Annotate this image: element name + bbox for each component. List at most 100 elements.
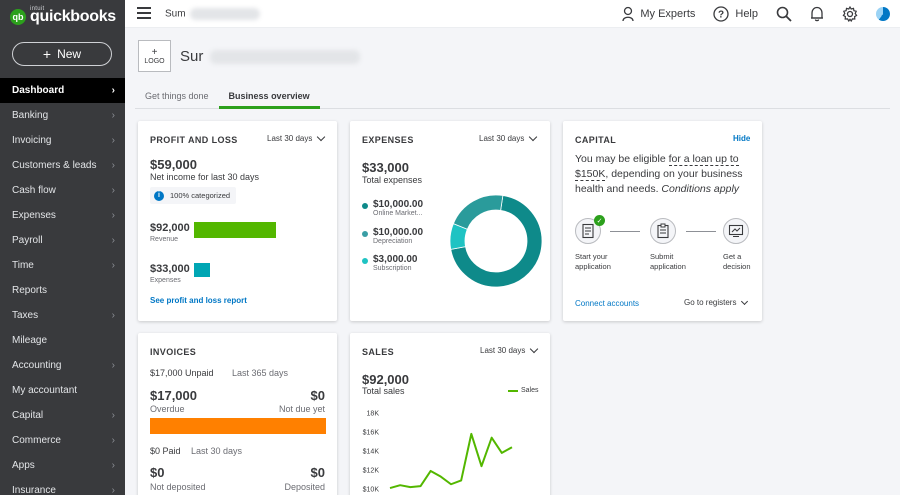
- notifications-button[interactable]: [810, 6, 824, 22]
- submit-application-step[interactable]: [650, 218, 676, 244]
- total-expenses-value: $33,000: [362, 160, 409, 175]
- overdue-bar[interactable]: [150, 418, 326, 434]
- search-button[interactable]: [776, 6, 792, 22]
- sidebar-item-label: Banking: [12, 110, 49, 121]
- sidebar-item-dashboard[interactable]: Dashboard ›: [0, 78, 125, 103]
- y-tick-label: $10K: [363, 487, 380, 494]
- redacted-text: [190, 8, 261, 20]
- period-label: Last 30 days: [267, 134, 313, 143]
- overdue-label: Overdue: [150, 404, 185, 414]
- sidebar-item-expenses[interactable]: Expenses ›: [0, 203, 125, 228]
- hide-link[interactable]: Hide: [733, 134, 751, 143]
- tab-get-things-done[interactable]: Get things done: [145, 91, 209, 101]
- step-label: Start your application: [575, 252, 611, 272]
- company-name: Sur: [180, 48, 360, 65]
- sidebar-item-commerce[interactable]: Commerce ›: [0, 428, 125, 453]
- get-decision-step[interactable]: [723, 218, 749, 244]
- sidebar-item-capital[interactable]: Capital ›: [0, 403, 125, 428]
- sidebar-item-banking[interactable]: Banking ›: [0, 103, 125, 128]
- search-icon: [776, 6, 792, 22]
- capital-description: You may be eligible for a loan up to $15…: [575, 152, 750, 197]
- legend-value: $3,000.00: [373, 254, 418, 265]
- not-due-label: Not due yet: [278, 404, 325, 414]
- step-label-line: Submit: [650, 252, 674, 261]
- expense-legend-item[interactable]: $3,000.00 Subscription: [362, 254, 418, 272]
- categorized-badge[interactable]: i 100% categorized: [150, 187, 237, 204]
- sidebar-item-label: Insurance: [12, 485, 56, 495]
- sidebar-item-cash-flow[interactable]: Cash flow ›: [0, 178, 125, 203]
- period-dropdown[interactable]: Last 30 days: [480, 344, 539, 355]
- sidebar-item-taxes[interactable]: Taxes ›: [0, 303, 125, 328]
- expense-legend-item[interactable]: $10,000.00 Depreciation: [362, 227, 423, 245]
- sidebar-item-label: My accountant: [12, 385, 78, 396]
- profit-loss-report-link[interactable]: See profit and loss report: [150, 296, 247, 305]
- legend-dot: [362, 203, 368, 209]
- expenses-label: Expenses: [150, 277, 181, 284]
- sidebar-item-mileage[interactable]: Mileage: [0, 328, 125, 353]
- sidebar-item-invoicing[interactable]: Invoicing ›: [0, 128, 125, 153]
- company-name-text: Sur: [180, 48, 204, 65]
- legend-swatch: [508, 389, 518, 392]
- loan-amount-link[interactable]: for a loan up to $150K: [575, 153, 739, 181]
- top-bar: Sum My Experts ? Help: [125, 0, 900, 28]
- period-dropdown[interactable]: Last 30 days: [267, 132, 326, 143]
- sidebar-item-payroll[interactable]: Payroll ›: [0, 228, 125, 253]
- step-connector: [686, 231, 716, 232]
- expenses-bar[interactable]: [194, 263, 210, 277]
- plus-icon: +: [151, 46, 158, 58]
- account-avatar[interactable]: [876, 7, 890, 21]
- sidebar-item-label: Dashboard: [12, 85, 65, 96]
- sidebar-item-customers-leads[interactable]: Customers & leads ›: [0, 153, 125, 178]
- chevron-down-icon: [741, 297, 749, 305]
- tab-business-overview[interactable]: Business overview: [218, 88, 320, 109]
- sales-line-chart[interactable]: 18K $16K $14K $12K $10K: [350, 403, 550, 495]
- paid-amount: $0 Paid: [150, 446, 181, 456]
- help-button[interactable]: ? Help: [713, 6, 758, 22]
- chevron-right-icon: ›: [111, 460, 115, 471]
- card-title: PROFIT AND LOSS: [150, 135, 238, 145]
- dashboard-tabs: Get things done Business overview: [135, 88, 890, 109]
- sidebar-item-label: Capital: [12, 410, 44, 421]
- legend-dot: [362, 231, 368, 237]
- sidebar-item-label: Accounting: [12, 360, 62, 371]
- my-experts-button[interactable]: My Experts: [622, 6, 695, 22]
- expense-legend-item[interactable]: $10,000.00 Online Market...: [362, 199, 423, 217]
- go-to-registers-dropdown[interactable]: Go to registers: [684, 297, 749, 307]
- sidebar-item-time[interactable]: Time ›: [0, 253, 125, 278]
- company-switcher[interactable]: Sum: [165, 8, 261, 20]
- chevron-right-icon: ›: [111, 110, 115, 121]
- sidebar-item-label: Time: [12, 260, 34, 271]
- sidebar-item-label: Invoicing: [12, 135, 52, 146]
- sidebar-item-insurance[interactable]: Insurance ›: [0, 478, 125, 495]
- sidebar-item-reports[interactable]: Reports: [0, 278, 125, 303]
- revenue-bar[interactable]: [194, 222, 276, 238]
- period-label: Last 30 days: [480, 346, 526, 355]
- donut-slice[interactable]: [452, 194, 504, 230]
- sidebar-item-accounting[interactable]: Accounting ›: [0, 353, 125, 378]
- donut-slice[interactable]: [450, 195, 543, 288]
- sidebar-item-my-accountant[interactable]: My accountant: [0, 378, 125, 403]
- settings-button[interactable]: [842, 6, 858, 22]
- brand-name: quickbooks: [30, 8, 116, 25]
- expenses-donut-chart[interactable]: [448, 193, 544, 289]
- legend-value: $10,000.00: [373, 227, 424, 238]
- sidebar-item-apps[interactable]: Apps ›: [0, 453, 125, 478]
- total-sales-label: Total sales: [362, 386, 405, 396]
- hamburger-menu-icon[interactable]: [137, 7, 151, 19]
- company-logo-upload[interactable]: + LOGO: [138, 40, 171, 72]
- chevron-right-icon: ›: [111, 310, 115, 321]
- period-dropdown[interactable]: Last 30 days: [479, 132, 538, 143]
- go-to-registers-label: Go to registers: [684, 298, 737, 307]
- quickbooks-logo[interactable]: qb quickbooks: [0, 0, 125, 34]
- connect-accounts-link[interactable]: Connect accounts: [575, 299, 640, 308]
- card-title: SALES: [362, 347, 395, 357]
- sales-series-line[interactable]: [389, 432, 513, 490]
- not-due-value: $0: [310, 388, 325, 403]
- clipboard-icon: [657, 223, 669, 239]
- sidebar-nav: Dashboard › Banking › Invoicing › Customers…: [0, 78, 125, 495]
- step-label-line: Start your: [575, 252, 608, 261]
- legend-label: Sales: [521, 387, 539, 394]
- expenses-value: $33,000: [150, 263, 190, 275]
- chevron-right-icon: ›: [111, 210, 115, 221]
- new-button[interactable]: + New: [12, 42, 112, 66]
